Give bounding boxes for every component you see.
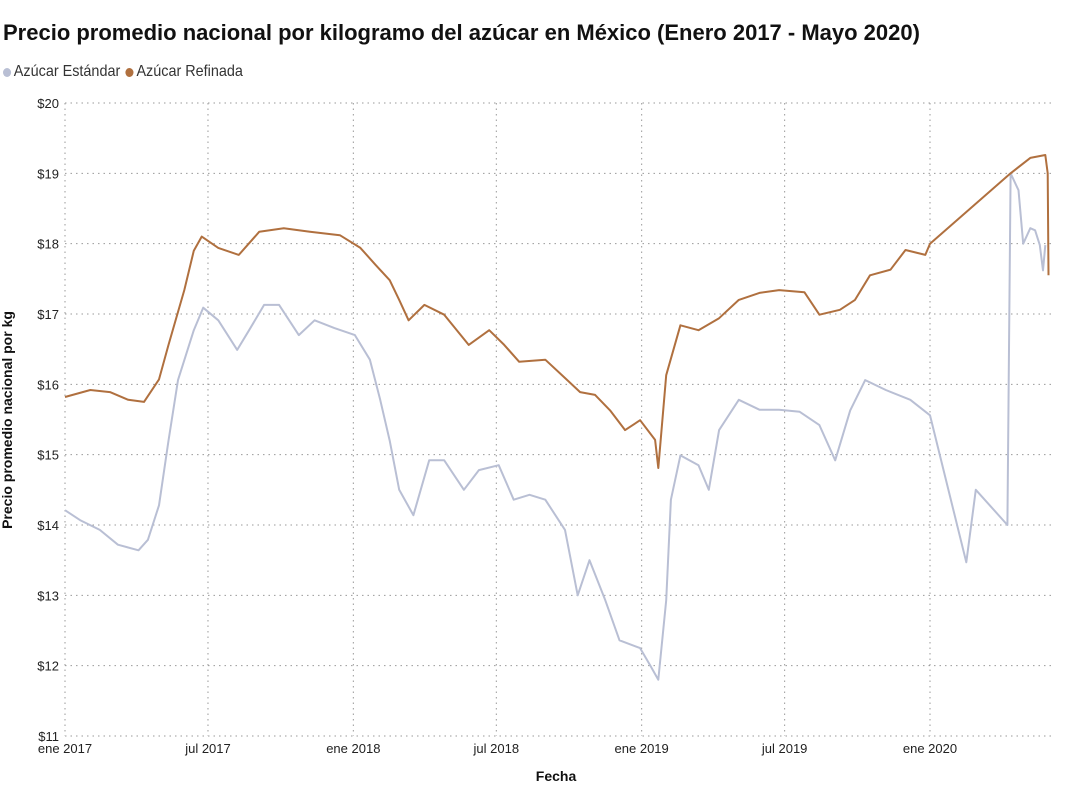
x-tick-label: jul 2017 bbox=[184, 741, 231, 756]
y-tick-label: $14 bbox=[37, 518, 59, 533]
x-axis-label: Fecha bbox=[536, 768, 577, 784]
x-tick-label: ene 2020 bbox=[903, 741, 957, 756]
y-tick-label: $11 bbox=[38, 729, 59, 744]
legend-item-refinada[interactable]: Azúcar Refinada bbox=[125, 63, 243, 81]
legend-label: Azúcar Refinada bbox=[136, 63, 243, 80]
legend-marker bbox=[125, 67, 134, 77]
x-tick-label: jul 2018 bbox=[473, 741, 520, 756]
y-tick-label: $20 bbox=[37, 96, 59, 111]
x-tick-label: jul 2019 bbox=[761, 741, 808, 756]
x-tick-label: ene 2018 bbox=[326, 741, 380, 756]
y-tick-label: $16 bbox=[37, 377, 59, 392]
chart-title: Precio promedio nacional por kilogramo d… bbox=[3, 20, 920, 45]
series-line-refinada bbox=[64, 154, 1050, 469]
legend-item-estandar[interactable]: Azúcar Estándar bbox=[3, 63, 120, 81]
y-tick-label: $15 bbox=[37, 448, 59, 463]
legend: Azúcar Estándar Azúcar Refinada bbox=[3, 63, 243, 81]
legend-label: Azúcar Estándar bbox=[13, 63, 121, 80]
x-tick-label: ene 2017 bbox=[38, 741, 92, 756]
series-line-estandar bbox=[64, 172, 1047, 681]
y-tick-label: $12 bbox=[37, 659, 59, 674]
y-tick-label: $17 bbox=[37, 307, 59, 322]
y-tick-label: $19 bbox=[37, 166, 59, 181]
y-axis-label: Precio promedio nacional por kg bbox=[0, 311, 15, 529]
y-tick-label: $18 bbox=[37, 237, 59, 252]
legend-marker bbox=[3, 67, 12, 77]
y-tick-label: $13 bbox=[37, 588, 59, 603]
x-tick-label: ene 2019 bbox=[615, 741, 669, 756]
